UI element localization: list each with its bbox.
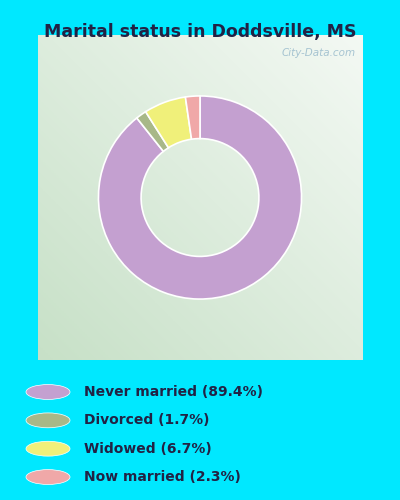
Circle shape <box>26 413 70 428</box>
Text: City-Data.com: City-Data.com <box>282 48 356 58</box>
Circle shape <box>26 470 70 484</box>
Text: Divorced (1.7%): Divorced (1.7%) <box>84 414 210 428</box>
Wedge shape <box>146 97 192 148</box>
Wedge shape <box>137 112 168 152</box>
Circle shape <box>26 384 70 400</box>
Text: Widowed (6.7%): Widowed (6.7%) <box>84 442 212 456</box>
Text: Marital status in Doddsville, MS: Marital status in Doddsville, MS <box>44 24 356 42</box>
Text: Never married (89.4%): Never married (89.4%) <box>84 385 263 399</box>
Text: Now married (2.3%): Now married (2.3%) <box>84 470 241 484</box>
Circle shape <box>26 442 70 456</box>
Wedge shape <box>185 96 200 139</box>
Wedge shape <box>98 96 302 299</box>
